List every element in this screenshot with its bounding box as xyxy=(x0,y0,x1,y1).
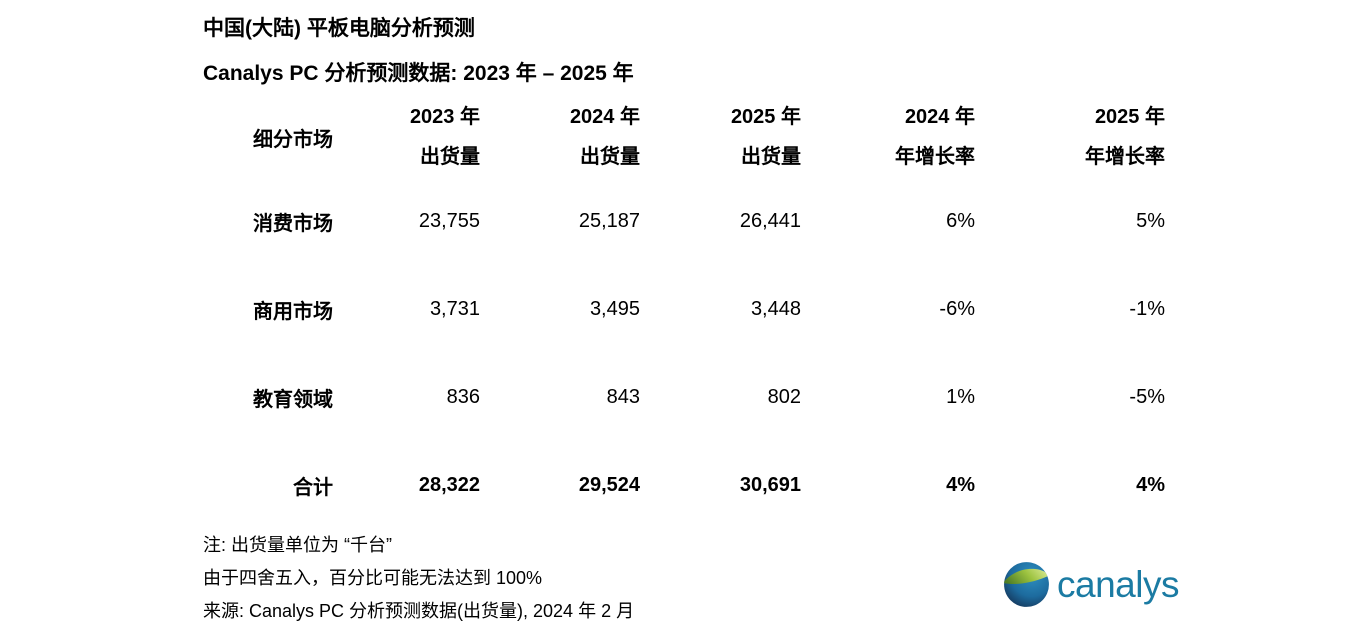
row-label: 商用市场 xyxy=(253,300,333,323)
cell-value: 25,187 xyxy=(578,209,640,232)
cell-value: -5% xyxy=(1129,385,1165,408)
row-label: 消费市场 xyxy=(253,212,333,235)
cell-value: 3,495 xyxy=(589,297,640,320)
cell-value: 5% xyxy=(1136,209,1165,232)
column-header-segment: 细分市场 xyxy=(253,128,333,151)
cell-value: 4% xyxy=(946,473,975,496)
cell-value: 29,524 xyxy=(578,473,640,496)
canalys-wordmark: canalys xyxy=(1057,564,1179,605)
footnote-units: 注: 出货量单位为 “千台” xyxy=(203,535,392,555)
cell-value: 802 xyxy=(767,385,801,408)
table-row-consumer: 消费市场 23,755 25,187 26,441 6% 5% xyxy=(203,177,1165,265)
cell-value: 3,731 xyxy=(429,297,480,320)
column-header-2024-shipments: 2024 年 出货量 xyxy=(569,106,640,168)
footnote-rounding: 由于四舍五入，百分比可能无法达到 100% xyxy=(203,568,543,588)
forecast-table: 细分市场 2023 年 出货量 2024 年 出货量 2025 年 出货量 20… xyxy=(203,97,1165,529)
cell-value: 23,755 xyxy=(418,209,480,232)
cell-value: 6% xyxy=(946,209,975,232)
page-subtitle: Canalys PC 分析预测数据: 2023 年 – 2025 年 xyxy=(203,62,634,85)
footnote-source: 来源: Canalys PC 分析预测数据(出货量), 2024 年 2 月 xyxy=(203,601,635,621)
cell-value: 26,441 xyxy=(739,209,801,232)
cell-value: 843 xyxy=(606,385,640,408)
cell-value: 28,322 xyxy=(418,473,480,496)
row-label: 教育领域 xyxy=(253,388,333,411)
table-row-education: 教育领域 836 843 802 1% -5% xyxy=(203,353,1165,441)
canalys-logo: canalys xyxy=(1003,561,1179,608)
table-header-row: 细分市场 2023 年 出货量 2024 年 出货量 2025 年 出货量 20… xyxy=(203,97,1165,177)
cell-value: -1% xyxy=(1129,297,1165,320)
cell-value: -6% xyxy=(939,297,975,320)
cell-value: 30,691 xyxy=(739,473,801,496)
column-header-2023-shipments: 2023 年 出货量 xyxy=(409,106,480,168)
row-label: 合计 xyxy=(293,476,333,499)
canalys-sphere-icon xyxy=(1004,562,1049,607)
cell-value: 836 xyxy=(446,385,480,408)
cell-value: 3,448 xyxy=(750,297,801,320)
column-header-2025-shipments: 2025 年 出货量 xyxy=(730,106,801,168)
cell-value: 1% xyxy=(946,385,975,408)
cell-value: 4% xyxy=(1136,473,1165,496)
table-row-total: 合计 28,322 29,524 30,691 4% 4% xyxy=(203,441,1165,529)
footnotes: 注: 出货量单位为 “千台” 由于四舍五入，百分比可能无法达到 100% 来源:… xyxy=(203,529,634,628)
column-header-2025-growth: 2025 年 年增长率 xyxy=(1085,106,1165,168)
column-header-2024-growth: 2024 年 年增长率 xyxy=(895,106,975,168)
page-title: 中国(大陆) 平板电脑分析预测 xyxy=(203,17,475,40)
table-row-commercial: 商用市场 3,731 3,495 3,448 -6% -1% xyxy=(203,265,1165,353)
